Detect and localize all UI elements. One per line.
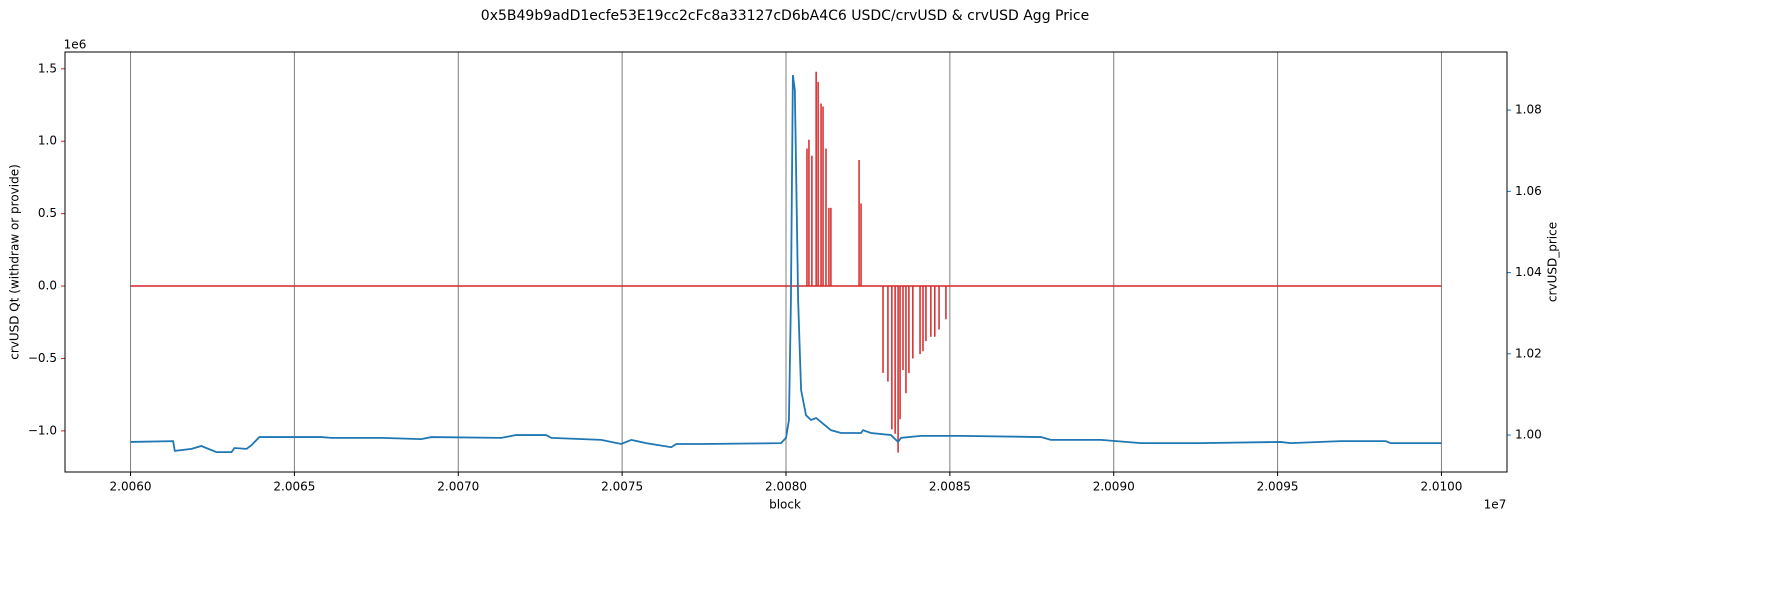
x-axis-label: block [769, 498, 801, 512]
y-offset-label: 1e6 [64, 38, 87, 52]
y-axis-label: crvUSD Qt (withdraw or provide) [8, 164, 22, 360]
y2-tick-label: 1.08 [1515, 103, 1542, 117]
x-tick-label: 2.0060 [110, 480, 152, 494]
y2-axis-label: crvUSD_price [1546, 222, 1560, 302]
plot-frame [64, 51, 1508, 473]
y2-tick-label: 1.00 [1515, 428, 1542, 442]
y-tick-label: 0.0 [38, 279, 57, 293]
x-tick-label: 2.0085 [929, 480, 971, 494]
x-tick-label: 2.0100 [1420, 480, 1462, 494]
price-line [130, 75, 1442, 453]
x-tick-label: 2.0090 [1093, 480, 1135, 494]
y2-tick-label: 1.02 [1515, 346, 1542, 360]
y-tick-label: −0.5 [28, 351, 57, 365]
x-tick-label: 2.0075 [601, 480, 643, 494]
x-offset-label: 1e7 [1484, 498, 1507, 512]
y-tick-label: 0.5 [38, 206, 57, 220]
x-tick-label: 2.0095 [1257, 480, 1299, 494]
y-tick-label: −1.0 [28, 423, 57, 437]
y-tick-label: 1.5 [38, 61, 57, 75]
y2-tick-label: 1.04 [1515, 265, 1542, 279]
y-tick-label: 1.0 [38, 134, 57, 148]
chart-title: 0x5B49b9adD1ecfe53E19cc2cFc8a33127cD6bA4… [481, 8, 1089, 24]
x-tick-label: 2.0065 [273, 480, 315, 494]
x-tick-label: 2.0080 [765, 480, 807, 494]
x-tick-label: 2.0070 [437, 480, 479, 494]
y2-tick-label: 1.06 [1515, 184, 1542, 198]
